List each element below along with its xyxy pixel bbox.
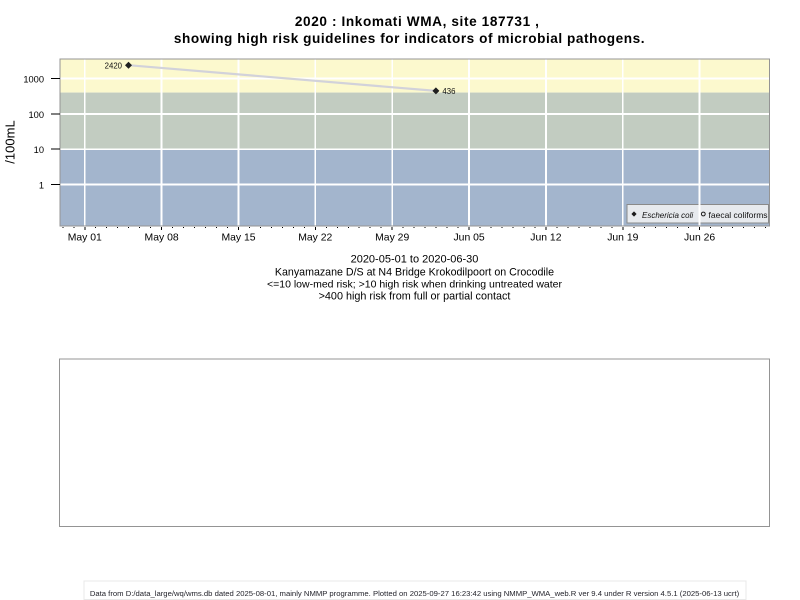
- svg-text:May 01: May 01: [68, 232, 102, 243]
- svg-text:/100mL: /100mL: [3, 120, 18, 163]
- svg-text:<=10 low-med risk; >10 high ri: <=10 low-med risk; >10 high risk when dr…: [267, 279, 563, 291]
- svg-text:Jun 05: Jun 05: [453, 232, 484, 243]
- svg-text:Jun 12: Jun 12: [530, 232, 561, 243]
- svg-text:May 22: May 22: [298, 232, 332, 243]
- svg-text:faecal coliforms: faecal coliforms: [709, 210, 768, 220]
- svg-text:Data from D:/data_large/wq/wms: Data from D:/data_large/wq/wms.db dated …: [90, 589, 740, 598]
- svg-text:May 15: May 15: [221, 232, 255, 243]
- svg-text:2020-05-01 to 2020-06-30: 2020-05-01 to 2020-06-30: [351, 253, 479, 265]
- svg-text:100: 100: [28, 110, 44, 120]
- svg-text:1: 1: [39, 181, 44, 191]
- svg-text:showing high risk guidelines f: showing high risk guidelines for indicat…: [174, 31, 645, 46]
- svg-text:436: 436: [442, 87, 455, 96]
- svg-text:>400 high risk from full or pa: >400 high risk from full or partial cont…: [319, 290, 511, 302]
- svg-text:Jun 19: Jun 19: [607, 232, 638, 243]
- svg-text:1000: 1000: [23, 75, 44, 85]
- svg-text:2420: 2420: [105, 62, 123, 71]
- svg-text:May 29: May 29: [375, 232, 409, 243]
- svg-text:May 08: May 08: [145, 232, 179, 243]
- svg-text:2020 : Inkomati WMA, site 1877: 2020 : Inkomati WMA, site 187731 ,: [295, 14, 540, 29]
- svg-text:Eschericia coli: Eschericia coli: [642, 211, 693, 220]
- svg-text:Jun 26: Jun 26: [684, 232, 715, 243]
- svg-text:10: 10: [34, 145, 44, 155]
- svg-text:Kanyamazane D/S at N4 Bridge K: Kanyamazane D/S at N4 Bridge Krokodilpoo…: [275, 266, 554, 278]
